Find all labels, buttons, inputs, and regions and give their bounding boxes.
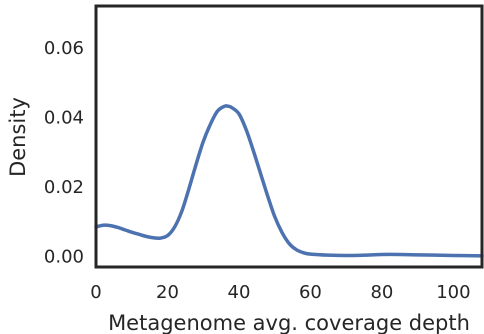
x-tick-label: 40 — [228, 282, 251, 303]
y-tick-label: 0.02 — [44, 177, 84, 198]
x-tick-label: 0 — [90, 282, 101, 303]
plot-frame — [94, 4, 484, 269]
x-tick-label: 20 — [156, 282, 179, 303]
y-axis-label: Density — [6, 97, 30, 177]
y-tick-label: 0.06 — [44, 38, 84, 59]
x-tick-label: 60 — [299, 282, 322, 303]
density-curve — [94, 104, 484, 258]
x-tick-label: 80 — [370, 282, 393, 303]
x-axis-label: Metagenome avg. coverage depth — [108, 311, 470, 334]
y-tick-label: 0.00 — [44, 247, 84, 268]
ticks-layer: 0 20 40 60 80 100 0.00 0.02 0.04 0.06 — [44, 38, 471, 303]
line-layer — [94, 104, 484, 258]
x-tick-label: 100 — [436, 282, 470, 303]
y-tick-label: 0.04 — [44, 107, 84, 128]
